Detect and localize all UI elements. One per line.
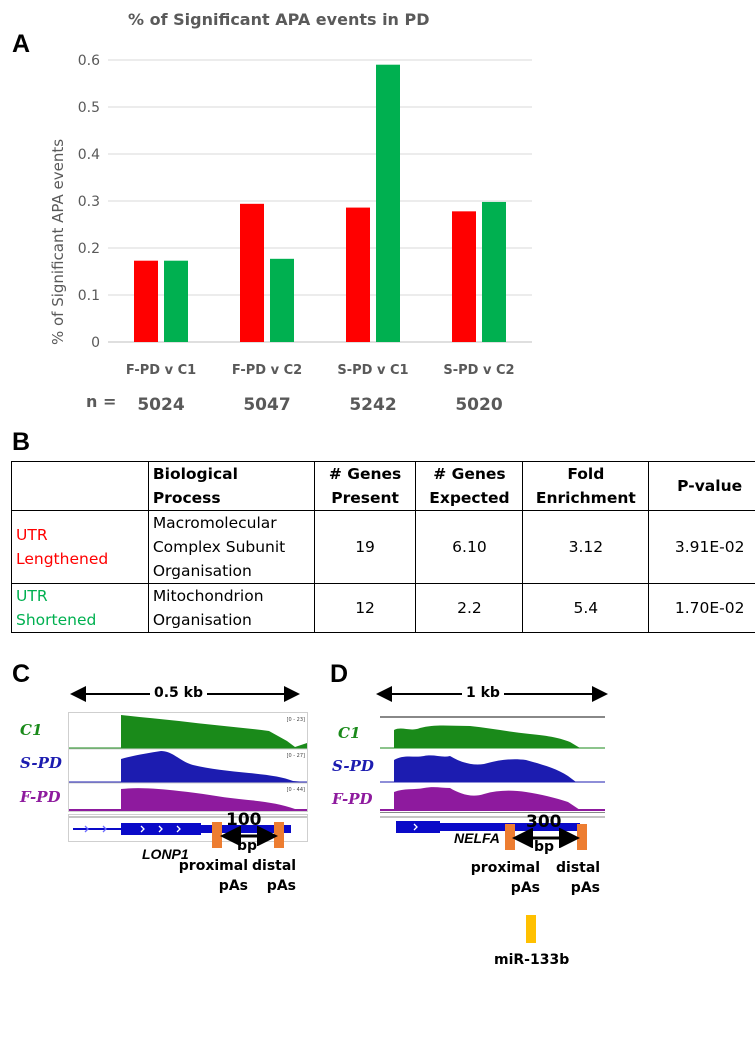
- genome-browser-d: [380, 716, 605, 812]
- bar-series-1-1: [134, 260, 158, 342]
- x-tick-label: F-PD v C1: [126, 363, 196, 378]
- proximal-pas-label-d: proximal pAs: [470, 860, 540, 896]
- coverage-d-c1: [380, 725, 605, 748]
- y-tick-label: 0.5: [78, 100, 100, 116]
- proximal-pas-marker-c: [212, 822, 222, 848]
- y-axis-label: % of Significant APA events: [49, 139, 67, 345]
- row-present: 19: [313, 510, 417, 584]
- distance-value-c: 100: [226, 810, 262, 830]
- y-tick-label: 0.2: [78, 241, 100, 257]
- row-process: Mitochondrion Organisation: [147, 583, 315, 633]
- bar-series-1-4: [452, 211, 476, 342]
- row-label-lengthened: UTR Lengthened: [11, 510, 149, 584]
- n-value-label: 5047: [243, 395, 290, 415]
- row-label-shortened: UTR Shortened: [11, 583, 149, 633]
- track-label-c1: C1: [20, 721, 43, 739]
- y-tick-label: 0.6: [78, 53, 100, 69]
- distal-pas-marker-c: [274, 822, 284, 848]
- bar-series-2-4: [482, 201, 506, 342]
- track-label-spd: S-PD: [20, 754, 62, 772]
- coverage-tracks-d: [380, 725, 605, 811]
- x-tick-label: S-PD v C2: [443, 363, 514, 378]
- x-tick-label: S-PD v C1: [337, 363, 408, 378]
- proximal-pas-marker-d: [505, 824, 515, 850]
- header-pvalue: P-value: [648, 461, 755, 511]
- track-label-fpd: F-PD: [20, 788, 61, 806]
- mirna-label: miR-133b: [494, 952, 570, 968]
- n-value-label: 5242: [349, 395, 396, 415]
- track-label-d-c1: C1: [338, 724, 361, 742]
- row-present: 12: [313, 583, 417, 633]
- bar-series-1-3: [346, 207, 370, 342]
- coverage-tracks-c: [0 - 23] [0 - 27] [0 - 44]: [69, 715, 307, 811]
- bar-series-1-2: [240, 203, 264, 342]
- n-value-label: 5020: [455, 395, 502, 415]
- row-expected: 2.2: [415, 583, 524, 633]
- bar-series-2-1: [164, 260, 188, 342]
- distance-unit-d: bp: [534, 839, 555, 855]
- coverage-d-spd: [380, 755, 605, 782]
- distal-pas-marker-d: [577, 824, 587, 850]
- track-range-c1: [0 - 23]: [287, 717, 305, 723]
- distance-arrow-d: [512, 828, 580, 848]
- row-fold: 3.12: [522, 510, 650, 584]
- panel-b-label: B: [12, 428, 31, 456]
- coverage-d-fpd: [380, 787, 605, 810]
- panel-c-label: C: [12, 660, 31, 688]
- y-tick-label: 0.1: [78, 288, 100, 304]
- bar-series-2-3: [376, 64, 400, 342]
- gene-label-d: NELFA: [454, 830, 500, 846]
- track-range-spd: [0 - 27]: [287, 753, 305, 759]
- row-fold: 5.4: [522, 583, 650, 633]
- table-header-row: Biological Process # Genes Present # Genes…: [11, 461, 755, 511]
- row-expected: 6.10: [415, 510, 524, 584]
- track-range-fpd: [0 - 44]: [287, 787, 305, 793]
- table-row: UTR Shortened Mitochondrion Organisation 1…: [11, 583, 755, 633]
- header-present: # Genes Present: [313, 461, 417, 511]
- header-expected: # Genes Expected: [415, 461, 524, 511]
- bar-series-2-2: [270, 258, 294, 342]
- header-process: Biological Process: [147, 461, 315, 511]
- n-value-label: 5024: [137, 395, 184, 415]
- y-tick-label: 0.4: [78, 147, 100, 163]
- distance-unit-c: bp: [237, 838, 258, 854]
- track-label-d-spd: S-PD: [332, 757, 374, 775]
- y-tick-label: 0.3: [78, 194, 100, 210]
- genome-browser-c: [0 - 23] [0 - 27] [0 - 44]: [68, 712, 308, 812]
- row-pvalue: 3.91E-02: [648, 510, 755, 584]
- gene-label-c: LONP1: [142, 846, 189, 862]
- header-empty: [11, 461, 149, 511]
- track-label-d-fpd: F-PD: [332, 790, 373, 808]
- table-row: UTR Lengthened Macromolecular Complex Subu…: [11, 510, 755, 584]
- go-enrichment-table: Biological Process # Genes Present # Genes…: [11, 461, 755, 633]
- panel-a-label: A: [12, 30, 31, 58]
- coverage-fpd: [69, 788, 307, 810]
- panel-d-label: D: [330, 660, 349, 688]
- distance-value-d: 300: [526, 812, 562, 832]
- n-prefix: n =: [86, 392, 117, 411]
- distal-pas-label-c: distal pAs: [252, 858, 297, 894]
- x-tick-label: F-PD v C2: [232, 363, 302, 378]
- row-pvalue: 1.70E-02: [648, 583, 755, 633]
- coverage-c1: [69, 715, 307, 748]
- chart-title: % of Significant APA events in PD: [128, 10, 430, 29]
- distal-pas-label-d: distal pAs: [556, 860, 601, 896]
- header-fold: Fold Enrichment: [522, 461, 650, 511]
- apa-bar-chart: % of Significant APA events 0 0.1 0.2 0.3 0.…: [49, 53, 532, 415]
- y-tick-label: 0: [91, 335, 100, 351]
- coverage-spd: [69, 751, 307, 782]
- mirna-binding-site-marker: [526, 915, 536, 943]
- row-process: Macromolecular Complex Subunit Organisatio…: [147, 510, 315, 584]
- distance-arrow-c: [220, 826, 278, 846]
- proximal-pas-label-c: proximal pAs: [178, 858, 248, 894]
- scale-label-d: 1 kb: [462, 685, 504, 701]
- scale-label-c: 0.5 kb: [150, 685, 208, 701]
